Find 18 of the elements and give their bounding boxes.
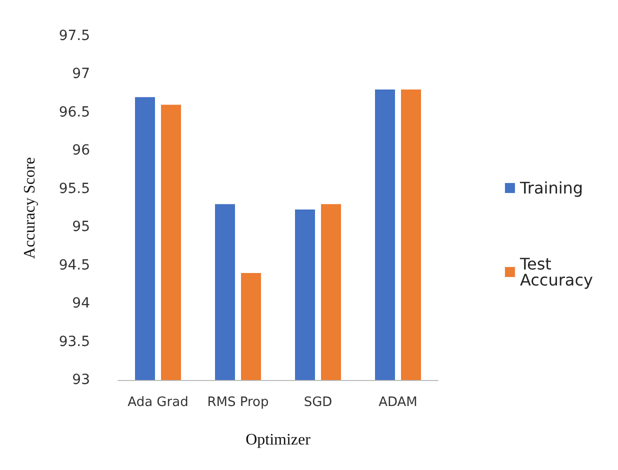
y-tick-label: 97.5: [58, 28, 90, 44]
x-tick-label: SGD: [304, 395, 332, 410]
legend-label: Test Accuracy: [518, 254, 593, 290]
y-tick-label: 94.5: [58, 257, 90, 274]
y-tick-label: 95.5: [58, 180, 90, 197]
y-tick-label: 93.5: [58, 334, 90, 350]
x-tick-label: Ada Grad: [128, 395, 188, 410]
y-tick-label: 97: [72, 66, 90, 82]
y-axis-title: Accuracy Score: [22, 157, 38, 259]
legend-label: Training: [518, 178, 584, 198]
x-tick-label: ADAM: [378, 395, 418, 410]
y-tick-label: 94: [72, 296, 90, 312]
x-tick-label: RMS Prop: [207, 395, 269, 410]
x-axis-title: Optimizer: [246, 432, 312, 448]
y-tick-label: 96: [72, 142, 90, 159]
y-tick-label: 93: [72, 372, 90, 388]
y-tick-label: 95: [72, 219, 90, 236]
y-tick-label: 96.5: [58, 104, 90, 120]
